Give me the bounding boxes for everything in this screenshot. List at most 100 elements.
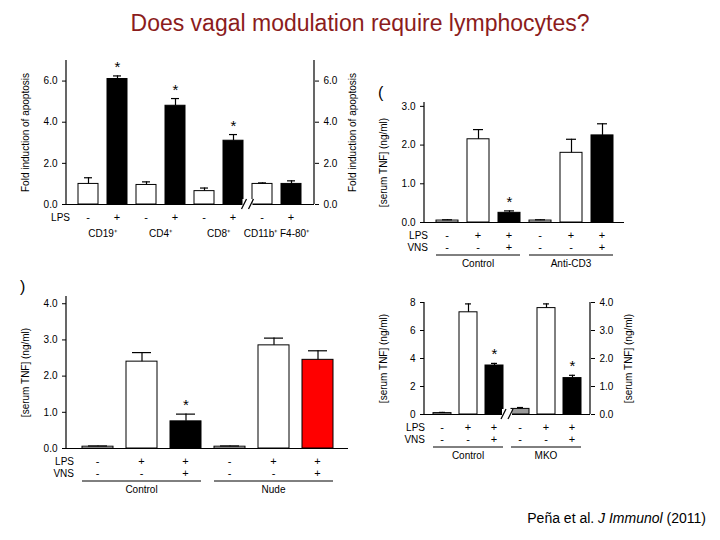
- svg-text:+: +: [599, 241, 605, 253]
- svg-text:4.0: 4.0: [44, 298, 58, 309]
- svg-text:VNS: VNS: [53, 468, 74, 479]
- svg-text:LPS: LPS: [55, 456, 74, 467]
- svg-text:0.0: 0.0: [324, 199, 338, 210]
- svg-text:3.0: 3.0: [600, 325, 614, 336]
- svg-text:4.0: 4.0: [44, 116, 58, 127]
- svg-text:Control: Control: [462, 258, 494, 269]
- svg-text:-: -: [538, 229, 542, 241]
- svg-text:-: -: [260, 211, 264, 223]
- svg-text:+: +: [270, 455, 276, 467]
- svg-text:3.0: 3.0: [44, 334, 58, 345]
- svg-text:+: +: [114, 211, 120, 223]
- svg-text:+: +: [491, 421, 497, 433]
- svg-text:+: +: [543, 421, 549, 433]
- svg-text:-: -: [538, 241, 542, 253]
- svg-text:-: -: [96, 467, 100, 479]
- svg-text:VNS: VNS: [407, 242, 428, 253]
- svg-text:-: -: [466, 433, 470, 445]
- svg-text:*: *: [507, 193, 513, 210]
- svg-text:+: +: [138, 455, 144, 467]
- svg-text:0.0: 0.0: [44, 443, 58, 454]
- svg-text:LPS: LPS: [51, 212, 70, 223]
- svg-text:+: +: [182, 455, 188, 467]
- svg-text:+: +: [506, 229, 512, 241]
- svg-text:Nude: Nude: [262, 484, 286, 495]
- svg-text:CD19⁺: CD19⁺: [88, 228, 118, 239]
- svg-text:2.0: 2.0: [402, 139, 416, 150]
- svg-text:+: +: [172, 211, 178, 223]
- svg-text:0.0: 0.0: [402, 217, 416, 228]
- svg-text:+: +: [475, 229, 481, 241]
- svg-text:+: +: [182, 467, 188, 479]
- svg-text:*: *: [173, 81, 179, 98]
- svg-text:Fold induction of apoptosis: Fold induction of apoptosis: [347, 73, 358, 192]
- svg-text:[serum TNF] (ng/ml): [serum TNF] (ng/ml): [378, 314, 389, 403]
- svg-text:0: 0: [410, 409, 416, 420]
- svg-text:-: -: [445, 241, 449, 253]
- svg-text:-: -: [202, 211, 206, 223]
- svg-text:2.0: 2.0: [600, 353, 614, 364]
- svg-text:0.0: 0.0: [600, 409, 614, 420]
- svg-text:-: -: [569, 241, 573, 253]
- svg-text:[serum TNF] (ng/ml): [serum TNF] (ng/ml): [20, 328, 31, 417]
- svg-text:-: -: [440, 433, 444, 445]
- svg-text:[serum TNF] (ng/ml): [serum TNF] (ng/ml): [378, 118, 389, 207]
- svg-text:+: +: [599, 229, 605, 241]
- svg-text:-: -: [518, 421, 522, 433]
- svg-text:+: +: [288, 211, 294, 223]
- svg-text:MKO: MKO: [535, 450, 558, 461]
- svg-text:6.0: 6.0: [44, 75, 58, 86]
- svg-text:-: -: [476, 241, 480, 253]
- svg-text:+: +: [506, 241, 512, 253]
- svg-text:-: -: [544, 433, 548, 445]
- svg-text:+: +: [230, 211, 236, 223]
- svg-text:+: +: [465, 421, 471, 433]
- svg-text:*: *: [492, 345, 498, 362]
- svg-text:CD11b⁺ F4-80⁺: CD11b⁺ F4-80⁺: [244, 228, 310, 239]
- svg-text:-: -: [445, 229, 449, 241]
- svg-text:6: 6: [410, 325, 416, 336]
- svg-text:*: *: [115, 58, 121, 75]
- svg-text:2: 2: [410, 381, 416, 392]
- svg-text:LPS: LPS: [406, 422, 425, 433]
- svg-text:1.0: 1.0: [44, 407, 58, 418]
- svg-text:+: +: [491, 433, 497, 445]
- svg-text:*: *: [183, 396, 189, 413]
- svg-text:+: +: [568, 229, 574, 241]
- svg-text:4: 4: [410, 353, 416, 364]
- svg-text:4.0: 4.0: [324, 116, 338, 127]
- svg-text:4.0: 4.0: [600, 297, 614, 308]
- svg-text:-: -: [144, 211, 148, 223]
- svg-text:-: -: [440, 421, 444, 433]
- svg-text:-: -: [518, 433, 522, 445]
- svg-text:-: -: [228, 467, 232, 479]
- svg-text:*: *: [231, 117, 237, 134]
- svg-text:-: -: [96, 455, 100, 467]
- svg-text:*: *: [570, 357, 576, 374]
- svg-text:+: +: [569, 433, 575, 445]
- svg-text:-: -: [140, 467, 144, 479]
- svg-text:VNS: VNS: [404, 434, 425, 445]
- svg-text:Control: Control: [125, 484, 157, 495]
- svg-text:CD8⁺: CD8⁺: [207, 228, 231, 239]
- svg-text:+: +: [314, 467, 320, 479]
- svg-text:1.0: 1.0: [600, 381, 614, 392]
- svg-text:LPS: LPS: [409, 230, 428, 241]
- svg-text:8: 8: [410, 297, 416, 308]
- svg-text:2.0: 2.0: [44, 370, 58, 381]
- svg-text:0.0: 0.0: [44, 199, 58, 210]
- svg-text:Anti-CD3: Anti-CD3: [551, 258, 592, 269]
- svg-text:-: -: [272, 467, 276, 479]
- svg-text:-: -: [86, 211, 90, 223]
- svg-text:3.0: 3.0: [402, 101, 416, 112]
- svg-text:-: -: [228, 455, 232, 467]
- svg-text:1.0: 1.0: [402, 178, 416, 189]
- svg-text:+: +: [569, 421, 575, 433]
- svg-text:6.0: 6.0: [324, 75, 338, 86]
- svg-text:Fold induction of apoptosis: Fold induction of apoptosis: [20, 73, 31, 192]
- svg-text:[serum TNF] (ng/ml): [serum TNF] (ng/ml): [623, 314, 634, 403]
- svg-text:CD4⁺: CD4⁺: [149, 228, 173, 239]
- svg-text:+: +: [314, 455, 320, 467]
- svg-text:Control: Control: [452, 450, 484, 461]
- svg-text:2.0: 2.0: [44, 158, 58, 169]
